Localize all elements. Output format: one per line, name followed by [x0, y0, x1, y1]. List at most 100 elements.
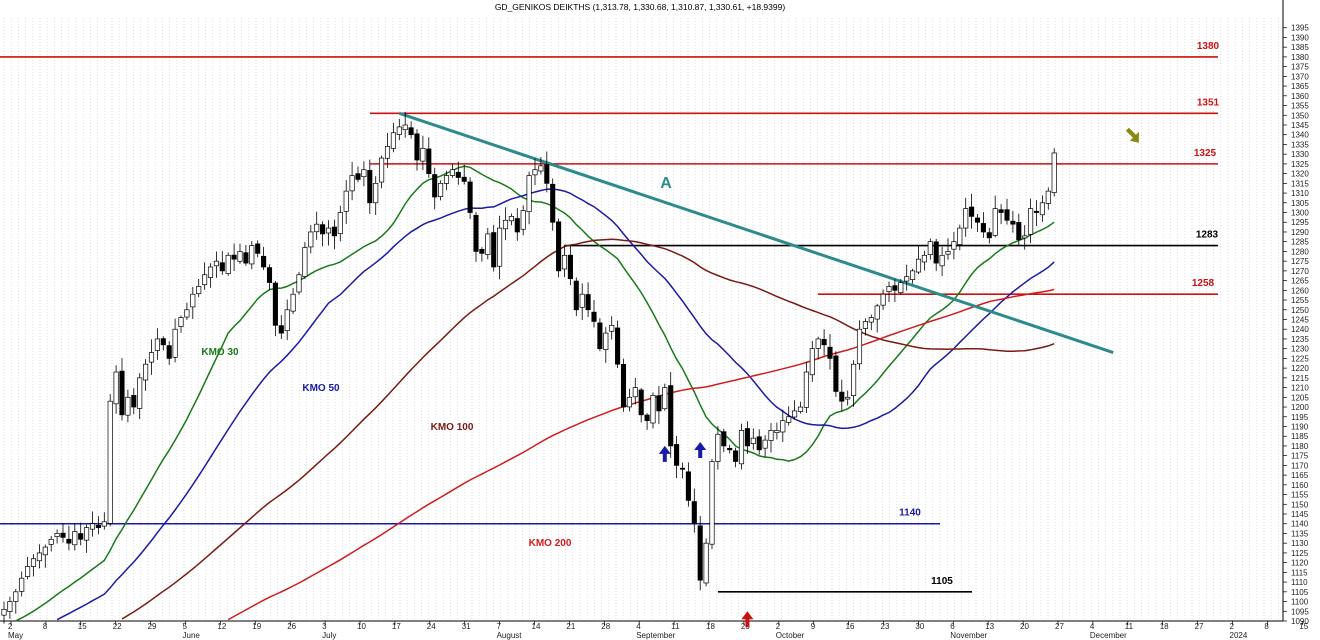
- arrow-icon: [694, 442, 707, 459]
- x-tick-label: 15: [1299, 622, 1308, 631]
- candle-body: [384, 146, 391, 159]
- candle-body: [491, 232, 497, 268]
- x-tick-label: 5: [183, 622, 188, 631]
- candle-body: [998, 209, 1004, 213]
- candle-body: [137, 377, 143, 409]
- candle-body: [969, 206, 975, 217]
- x-tick-label: 17: [392, 622, 401, 631]
- level-label: 1258: [1192, 278, 1215, 289]
- y-tick-label: 1310: [1291, 189, 1309, 198]
- x-tick-label: 22: [113, 622, 122, 631]
- candle-body: [691, 501, 697, 525]
- candle-body: [803, 371, 809, 408]
- moving-average-label: KMO 100: [431, 422, 474, 433]
- y-tick-label: 1160: [1291, 481, 1309, 490]
- candle-body: [939, 254, 945, 267]
- candle-body: [615, 327, 621, 365]
- chart-title: GD_GENIKOS DEIKTHS (1,313.78, 1,330.68, …: [495, 2, 786, 12]
- candle-body: [202, 274, 208, 286]
- x-month-label: July: [322, 631, 336, 640]
- candle-body: [986, 232, 992, 239]
- x-tick-label: 4: [636, 622, 641, 631]
- candle-body: [113, 371, 119, 405]
- candle-body: [839, 391, 845, 402]
- y-tick-label: 1365: [1291, 82, 1309, 91]
- candle-body: [921, 254, 927, 263]
- candle-body: [933, 241, 939, 264]
- candle-body: [609, 324, 615, 332]
- candle-body: [396, 126, 402, 135]
- candle-body: [945, 251, 951, 255]
- y-tick-label: 1230: [1291, 345, 1309, 354]
- y-tick-label: 1125: [1291, 549, 1309, 558]
- moving-average-line: [227, 288, 1055, 621]
- x-tick-label: 27: [1195, 622, 1204, 631]
- candle-body: [744, 428, 750, 447]
- candle-body: [774, 430, 780, 434]
- candle-body: [178, 317, 184, 327]
- candle-body: [750, 437, 756, 445]
- candle-body: [420, 147, 426, 162]
- trendline: [398, 111, 1114, 354]
- x-tick-label: 2: [8, 622, 13, 631]
- x-tick-label: 10: [357, 622, 366, 631]
- candle-body: [1039, 202, 1045, 216]
- x-tick-label: 6: [950, 622, 955, 631]
- candle-body: [25, 566, 31, 577]
- y-tick-label: 1115: [1291, 568, 1308, 577]
- candle-body: [845, 396, 851, 400]
- y-tick-label: 1385: [1291, 43, 1309, 52]
- horizontal-levels: 1380 1351 1325 1283 1258 1140 1105: [0, 41, 1220, 593]
- y-tick-label: 1215: [1291, 374, 1309, 383]
- y-tick-label: 1280: [1291, 247, 1309, 256]
- candle-body: [266, 267, 273, 283]
- candle-body: [1033, 210, 1040, 213]
- y-tick-label: 1240: [1291, 325, 1309, 334]
- moving-average-label: KMO 50: [302, 383, 340, 394]
- x-tick-label: 2: [1230, 622, 1235, 631]
- candle-body: [467, 181, 473, 213]
- candle-body: [650, 395, 656, 424]
- candle-body: [1028, 208, 1034, 235]
- candles: [1, 111, 1057, 624]
- x-tick-label: 15: [78, 622, 87, 631]
- candle-body: [255, 243, 261, 254]
- candle-body: [426, 148, 432, 174]
- y-tick-label: 1390: [1291, 33, 1309, 42]
- candle-body: [733, 450, 739, 462]
- candle-body: [479, 249, 485, 254]
- x-tick-label: 19: [252, 622, 261, 631]
- candle-body: [703, 542, 709, 584]
- x-tick-label: 4: [1090, 622, 1095, 631]
- candle-body: [284, 309, 290, 331]
- x-tick-label: 26: [287, 622, 296, 631]
- grid-lines: [0, 0, 1284, 622]
- y-tick-label: 1265: [1291, 277, 1309, 286]
- candle-body: [874, 305, 880, 320]
- y-tick-label: 1370: [1291, 72, 1309, 81]
- y-tick-label: 1320: [1291, 170, 1309, 179]
- moving-average-line: [121, 238, 1055, 620]
- candle-body: [715, 433, 721, 462]
- candle-body: [331, 226, 337, 237]
- candle-body: [66, 538, 72, 544]
- x-tick-label: 11: [671, 622, 680, 631]
- candle-body: [449, 169, 455, 176]
- candle-body: [927, 241, 933, 256]
- y-tick-label: 1120: [1291, 559, 1309, 568]
- candle-body: [278, 325, 284, 334]
- y-tick-label: 1250: [1291, 306, 1309, 315]
- candle-body: [243, 252, 249, 264]
- candle-body: [797, 406, 804, 412]
- candle-body: [721, 431, 727, 447]
- candle-body: [231, 254, 237, 260]
- candle-body: [455, 171, 461, 178]
- level-label: 1325: [1194, 148, 1217, 159]
- y-tick-label: 1145: [1291, 510, 1309, 519]
- x-tick-label: 7: [497, 622, 502, 631]
- level-label: 1351: [1197, 97, 1220, 108]
- candle-body: [408, 127, 414, 136]
- candle-body: [862, 321, 868, 329]
- candle-body: [1045, 190, 1051, 204]
- candle-body: [296, 274, 302, 293]
